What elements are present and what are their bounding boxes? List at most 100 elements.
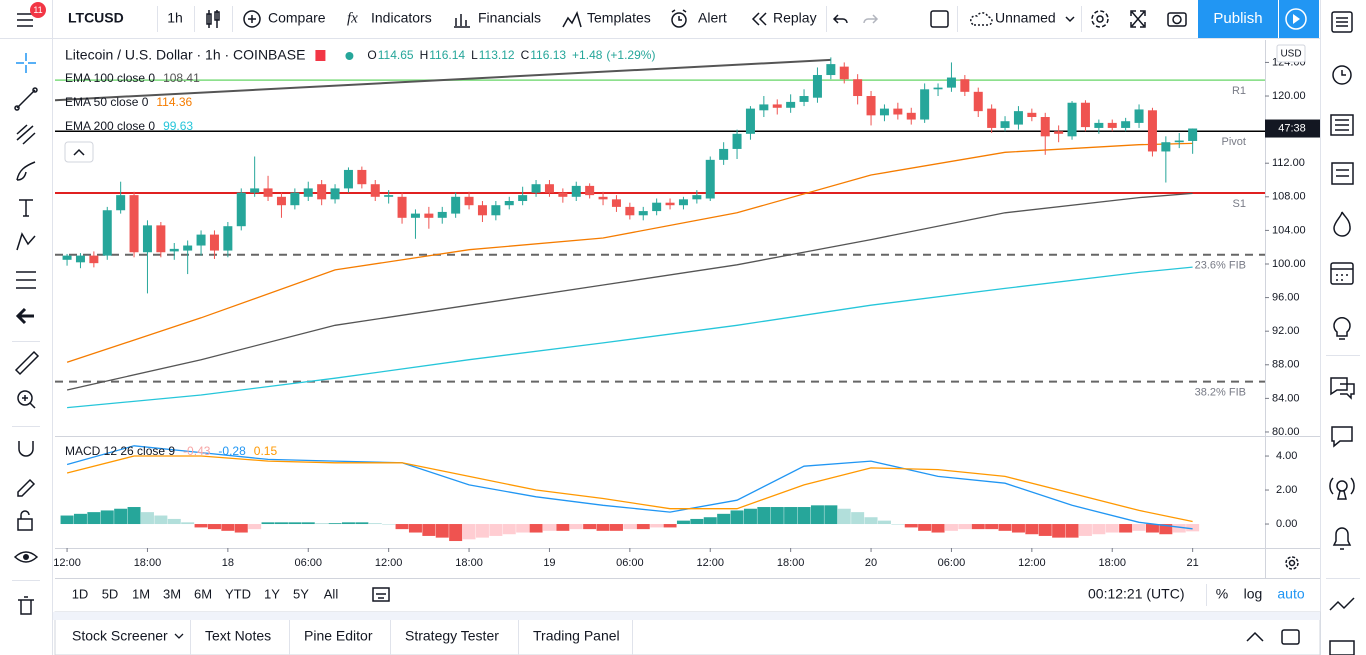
collapse-legend[interactable] bbox=[64, 141, 94, 163]
macd-histogram-bar bbox=[730, 510, 744, 525]
range-button[interactable]: All bbox=[324, 586, 339, 601]
watchlist-icon[interactable] bbox=[1331, 11, 1353, 33]
toolbar-button[interactable]: Financials bbox=[478, 10, 541, 26]
redo-icon[interactable] bbox=[863, 14, 879, 24]
menu-icon[interactable] bbox=[17, 13, 33, 27]
candle-body bbox=[156, 225, 166, 253]
range-button[interactable]: 1Y bbox=[264, 586, 280, 601]
macd-histogram-bar bbox=[918, 524, 932, 531]
hotlist-icon[interactable] bbox=[1333, 211, 1351, 237]
delete-tool[interactable] bbox=[18, 596, 34, 615]
brush-tool[interactable] bbox=[16, 161, 36, 181]
candle-body bbox=[142, 225, 152, 253]
candle-body bbox=[933, 87, 943, 90]
calendar-icon[interactable] bbox=[1330, 262, 1354, 285]
panel-collapse[interactable] bbox=[1246, 631, 1264, 642]
panel-tab[interactable]: Stock Screener bbox=[72, 628, 168, 644]
panel-tab[interactable]: Pine Editor bbox=[304, 628, 373, 644]
toolbar-button[interactable]: Alert bbox=[698, 10, 727, 26]
chart-type-icon[interactable] bbox=[206, 10, 220, 28]
svg-text:fx: fx bbox=[347, 10, 358, 26]
crosshair-tool[interactable] bbox=[16, 53, 36, 73]
notifications-icon[interactable] bbox=[1332, 527, 1352, 550]
panel-tab[interactable]: Strategy Tester bbox=[405, 628, 499, 644]
replay-icon[interactable] bbox=[751, 12, 767, 26]
range-button[interactable]: 3M bbox=[163, 586, 181, 601]
range-button[interactable]: 5D bbox=[102, 586, 119, 601]
snapshot-icon[interactable] bbox=[1167, 12, 1187, 27]
legend-name: EMA 50 close 0 bbox=[65, 95, 149, 109]
indicators-icon[interactable]: fx bbox=[347, 10, 358, 26]
candle-body bbox=[102, 210, 112, 256]
zoom-tool[interactable] bbox=[17, 390, 36, 409]
panel-tab[interactable]: Text Notes bbox=[205, 628, 271, 644]
publish-button[interactable] bbox=[1198, 0, 1278, 38]
range-button[interactable]: 6M bbox=[194, 586, 212, 601]
back-tool[interactable] bbox=[15, 307, 34, 325]
magnet-tool[interactable] bbox=[18, 441, 34, 457]
macd-histogram-bar bbox=[234, 524, 248, 533]
chat-icon[interactable] bbox=[1330, 377, 1355, 400]
macd-histogram-bar bbox=[1145, 524, 1159, 533]
toolbar-button[interactable]: Indicators bbox=[371, 10, 432, 26]
settings-icon[interactable] bbox=[1091, 10, 1109, 28]
stay-drawing-tool[interactable] bbox=[17, 478, 36, 497]
range-button[interactable]: 5Y bbox=[293, 586, 309, 601]
streams-icon[interactable] bbox=[1329, 477, 1355, 500]
financials-icon[interactable] bbox=[454, 14, 470, 28]
log-toggle[interactable]: log bbox=[1244, 586, 1263, 602]
candle-body bbox=[719, 148, 729, 160]
alert-icon[interactable] bbox=[671, 9, 687, 28]
macd-histogram-bar bbox=[971, 524, 985, 530]
templates-icon[interactable] bbox=[562, 10, 582, 28]
chart-settings-icon[interactable] bbox=[1285, 556, 1299, 570]
macd-histogram-bar bbox=[1159, 524, 1173, 535]
ruler-tool[interactable] bbox=[14, 350, 40, 376]
ideas-icon[interactable] bbox=[1333, 317, 1351, 340]
pitchfork-tool[interactable] bbox=[16, 124, 36, 145]
ohlc-value: 116.13 bbox=[530, 48, 566, 62]
level-label: 38.2% FIB bbox=[1195, 386, 1246, 398]
toolbar-button[interactable]: Replay bbox=[773, 10, 817, 26]
range-button[interactable]: 1M bbox=[132, 586, 150, 601]
ohlc-value: 113.12 bbox=[479, 48, 515, 62]
pattern-tool[interactable] bbox=[16, 232, 36, 251]
prediction-tool[interactable] bbox=[16, 271, 36, 289]
panel-tab[interactable]: Trading Panel bbox=[533, 628, 620, 644]
symbol[interactable]: LTCUSD bbox=[68, 10, 124, 26]
macd-histogram-bar bbox=[703, 517, 717, 525]
auto-toggle[interactable]: auto bbox=[1277, 586, 1304, 602]
chevron bbox=[1065, 16, 1075, 23]
line-tool[interactable] bbox=[14, 87, 38, 111]
toolbar-button[interactable]: Templates bbox=[587, 10, 651, 26]
toolbar-button[interactable]: Compare bbox=[268, 10, 326, 26]
layout-icon[interactable] bbox=[930, 10, 949, 28]
text-tool[interactable] bbox=[19, 199, 33, 217]
lock-tool[interactable] bbox=[17, 510, 33, 531]
chats-icon[interactable] bbox=[1331, 426, 1353, 448]
percent-toggle[interactable]: % bbox=[1216, 586, 1228, 602]
date-range-icon[interactable] bbox=[372, 587, 390, 602]
range-button[interactable]: 1D bbox=[72, 586, 89, 601]
news-icon[interactable] bbox=[1330, 114, 1354, 136]
data-window-icon[interactable] bbox=[1329, 597, 1355, 611]
alerts-icon[interactable] bbox=[1332, 65, 1352, 85]
undo-icon[interactable] bbox=[832, 14, 848, 24]
compare-icon[interactable] bbox=[243, 10, 261, 28]
interval[interactable]: 1h bbox=[167, 10, 183, 26]
hide-tool[interactable] bbox=[13, 551, 39, 563]
macd-histogram-bar bbox=[1052, 524, 1066, 538]
list-icon[interactable] bbox=[1331, 162, 1354, 185]
panel-maximize[interactable] bbox=[1281, 629, 1300, 645]
macd-histogram-bar bbox=[100, 510, 114, 525]
macd-histogram-bar bbox=[516, 524, 530, 533]
macd-histogram-bar bbox=[368, 523, 382, 525]
fullscreen-icon[interactable] bbox=[1130, 10, 1146, 28]
layout-name[interactable]: Unnamed bbox=[995, 10, 1056, 26]
cloud-icon[interactable] bbox=[970, 12, 993, 26]
range-button[interactable]: YTD bbox=[225, 586, 251, 601]
legend-value: 99.63 bbox=[163, 119, 193, 133]
layout-panel-icon[interactable] bbox=[1329, 640, 1355, 655]
candle-body bbox=[477, 205, 487, 216]
candle-body bbox=[451, 196, 461, 214]
